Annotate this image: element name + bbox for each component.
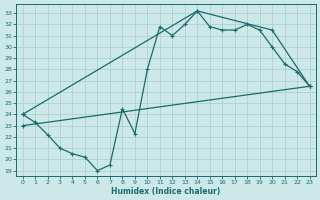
X-axis label: Humidex (Indice chaleur): Humidex (Indice chaleur) — [111, 187, 221, 196]
